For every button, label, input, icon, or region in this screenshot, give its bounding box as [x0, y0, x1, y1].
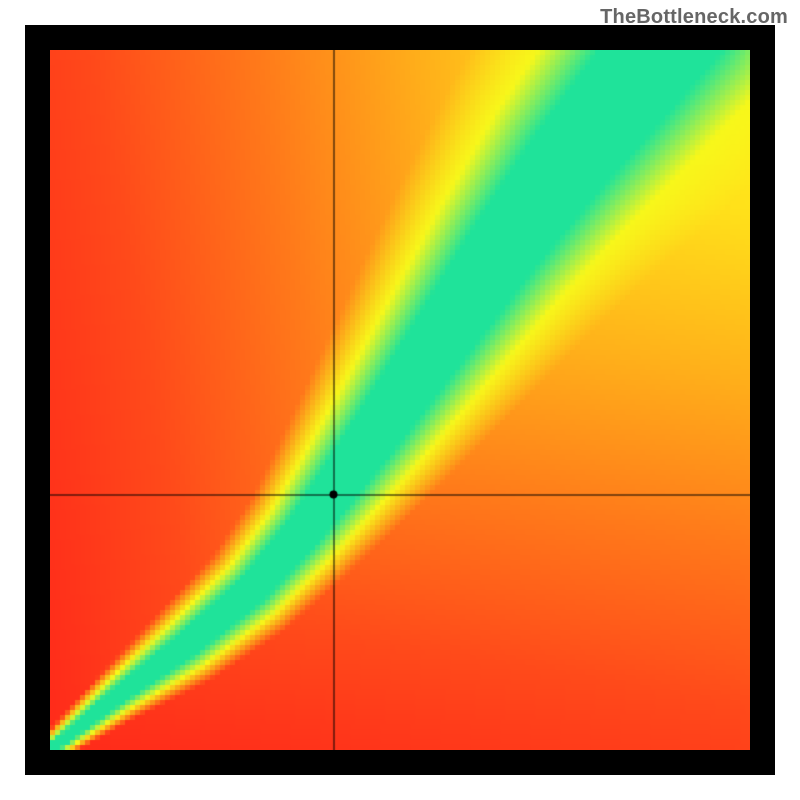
watermark: TheBottleneck.com [600, 6, 788, 29]
heatmap-canvas [50, 50, 750, 750]
plot-frame [25, 25, 775, 775]
plot-inner [50, 50, 750, 750]
